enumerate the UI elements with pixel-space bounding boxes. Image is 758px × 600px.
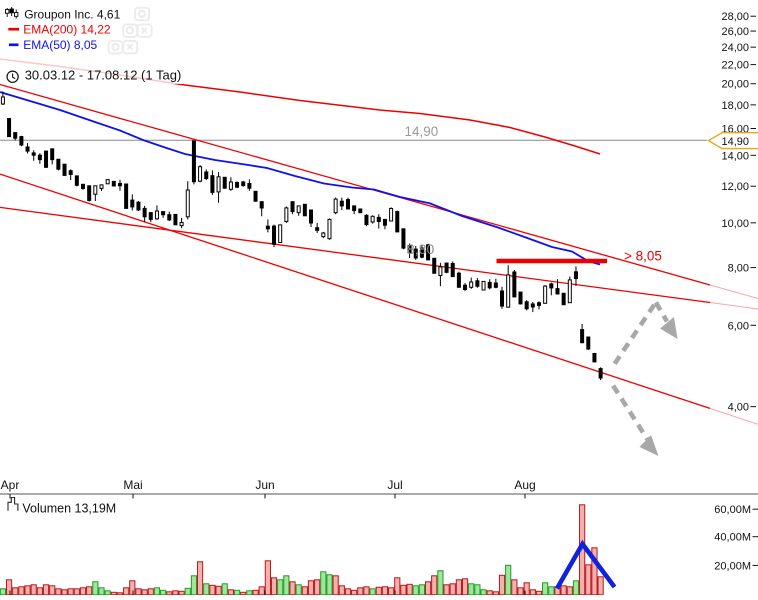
svg-text:14,90: 14,90 xyxy=(721,136,749,148)
svg-text:20,00M: 20,00M xyxy=(714,560,751,572)
svg-text:8,00: 8,00 xyxy=(728,263,749,275)
svg-text:40,00M: 40,00M xyxy=(714,532,751,544)
svg-text:EMA(200) 14,22: EMA(200) 14,22 xyxy=(23,23,111,37)
svg-text:24,00: 24,00 xyxy=(721,42,749,54)
svg-text:20,00: 20,00 xyxy=(721,79,749,91)
svg-text:Volumen 13,19M: Volumen 13,19M xyxy=(22,501,116,515)
svg-text:18,00: 18,00 xyxy=(721,100,749,112)
svg-text:14,00: 14,00 xyxy=(721,150,749,162)
svg-text:Groupon Inc. 4,61: Groupon Inc. 4,61 xyxy=(24,8,120,22)
svg-text:30.03.12 - 17.08.12 (1 Tag): 30.03.12 - 17.08.12 (1 Tag) xyxy=(25,67,182,82)
svg-text:4,00: 4,00 xyxy=(728,402,749,414)
svg-text:Jun: Jun xyxy=(255,478,274,492)
svg-text:10,00: 10,00 xyxy=(721,218,749,230)
svg-text:> 8,05: > 8,05 xyxy=(624,249,662,264)
svg-text:12,00: 12,00 xyxy=(721,181,749,193)
svg-text:6,00: 6,00 xyxy=(728,320,749,332)
svg-text:60,00M: 60,00M xyxy=(714,504,751,516)
svg-text:Apr: Apr xyxy=(1,478,20,492)
svg-text:14,90: 14,90 xyxy=(405,124,439,139)
svg-text:Jul: Jul xyxy=(387,478,402,492)
svg-text:EMA(50) 8,05: EMA(50) 8,05 xyxy=(23,38,97,52)
svg-text:Aug: Aug xyxy=(514,478,535,492)
svg-text:26,00: 26,00 xyxy=(721,26,749,38)
svg-text:28,00: 28,00 xyxy=(721,11,749,23)
svg-text:Mai: Mai xyxy=(123,478,142,492)
svg-text:8,80: 8,80 xyxy=(407,241,434,257)
svg-text:22,00: 22,00 xyxy=(721,60,749,72)
